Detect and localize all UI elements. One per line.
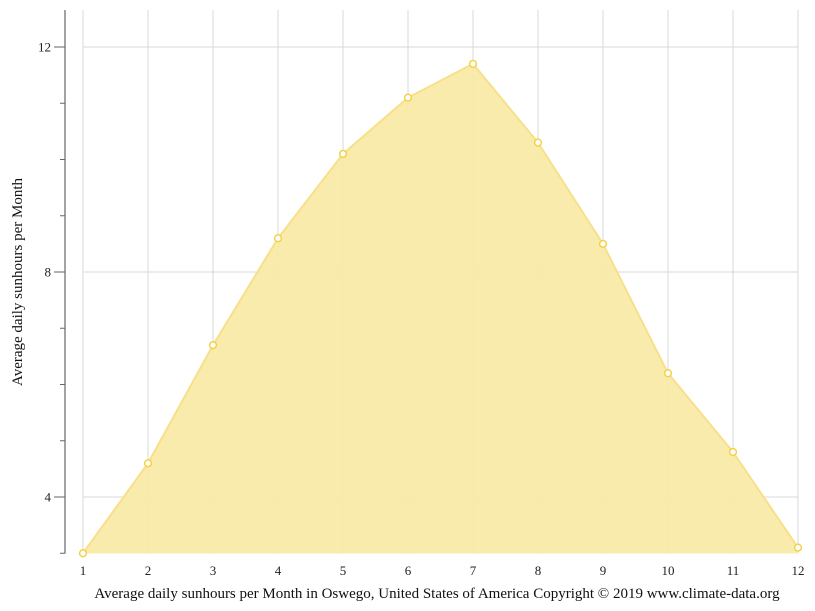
x-tick-label: 8 xyxy=(535,563,542,578)
data-point-marker xyxy=(143,459,153,468)
data-markers xyxy=(78,59,803,558)
data-point-marker xyxy=(533,138,543,147)
x-tick-label: 5 xyxy=(340,563,347,578)
data-point-marker xyxy=(403,93,413,102)
data-point-marker xyxy=(468,59,478,68)
data-point-marker xyxy=(728,447,738,457)
x-tick-label: 7 xyxy=(470,563,477,578)
y-axis-title: Average daily sunhours per Month xyxy=(10,178,26,387)
x-tick-label: 4 xyxy=(275,563,282,578)
x-axis: 1 2 3 4 5 6 7 8 9 10 11 12 xyxy=(80,563,805,578)
y-tick-label: 8 xyxy=(45,265,52,280)
data-point-marker xyxy=(598,239,608,248)
x-tick-label: 3 xyxy=(210,563,217,578)
x-tick-label: 1 xyxy=(80,563,87,578)
x-tick-label: 6 xyxy=(405,563,412,578)
data-point-marker xyxy=(208,341,218,350)
x-tick-label: 10 xyxy=(662,563,675,578)
data-area xyxy=(82,62,799,554)
y-tick-label: 4 xyxy=(45,490,52,505)
y-tick-label: 12 xyxy=(38,40,51,55)
x-tick-label: 9 xyxy=(600,563,607,578)
data-point-marker xyxy=(78,549,88,558)
x-tick-label: 2 xyxy=(145,563,152,578)
x-tick-label: 11 xyxy=(727,563,740,578)
data-point-marker xyxy=(273,234,283,243)
data-point-marker xyxy=(663,369,673,378)
data-point-marker xyxy=(338,149,348,158)
area-line xyxy=(82,62,799,554)
area-fill xyxy=(83,63,798,554)
y-axis: 4 8 12 xyxy=(38,10,66,554)
data-point-marker xyxy=(793,543,803,552)
chart-caption: Average daily sunhours per Month in Oswe… xyxy=(94,586,780,602)
x-tick-label: 12 xyxy=(792,563,805,578)
